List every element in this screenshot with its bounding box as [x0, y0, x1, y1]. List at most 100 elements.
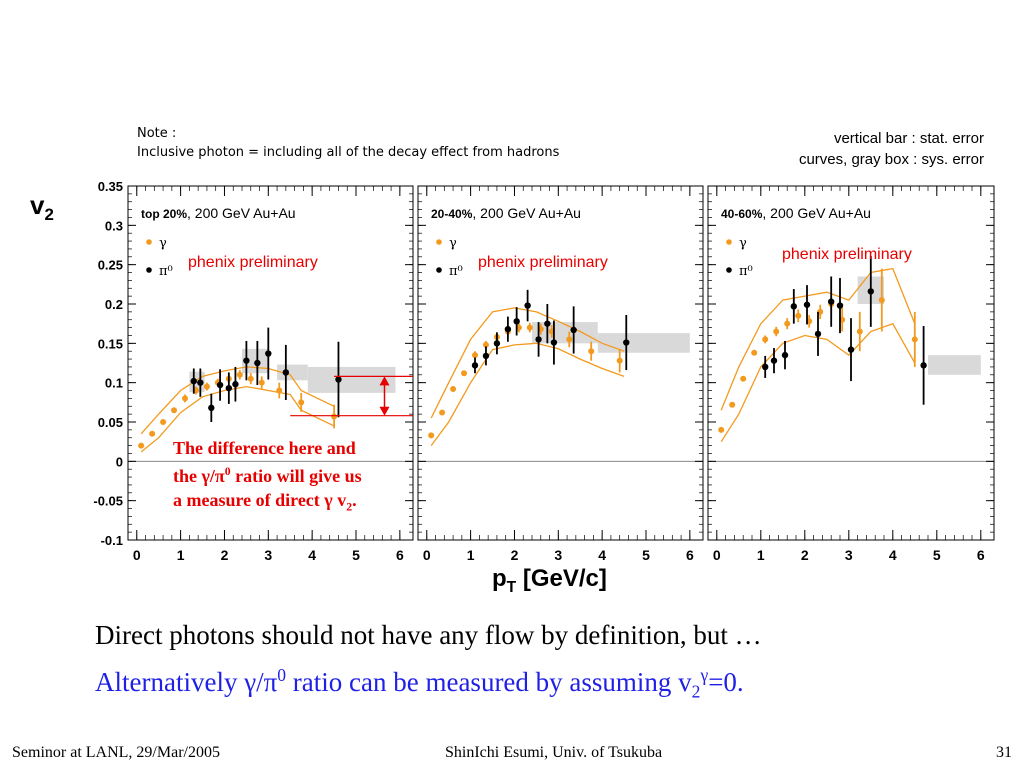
- callout-line-3: a measure of direct γ v2.: [173, 488, 362, 520]
- gamma-point: [450, 385, 457, 392]
- gamma-point: [298, 399, 305, 406]
- pi0-point: [920, 362, 927, 369]
- sys-error-box: [928, 355, 981, 375]
- sys-error-box: [597, 333, 690, 353]
- statement-line-2sup2: γ: [700, 665, 709, 685]
- legend-pi0-marker: [436, 267, 442, 273]
- legend-gamma-marker: [146, 239, 152, 245]
- statement-line-2: Alternatively γ/π0 ratio can be measured…: [95, 659, 744, 707]
- pi0-point: [197, 379, 204, 386]
- y-tick-label: 0.25: [98, 258, 123, 273]
- x-tick-label: 0: [713, 547, 721, 563]
- pi0-point: [762, 363, 769, 371]
- error-note-line-1: vertical bar : stat. error: [833, 130, 984, 147]
- pi0-point: [232, 381, 239, 388]
- pi0-point: [550, 339, 558, 346]
- gamma-point: [588, 348, 595, 355]
- gamma-point: [740, 375, 747, 382]
- pi0-point: [544, 320, 551, 327]
- gamma-point: [762, 336, 769, 343]
- pi0-point: [225, 384, 233, 392]
- phenix-preliminary-label: phenix preliminary: [782, 246, 912, 263]
- gamma-point: [472, 352, 478, 359]
- pi0-point: [282, 369, 290, 376]
- gamma-point: [182, 395, 188, 402]
- panel-centrality: 20-40%: [431, 207, 473, 221]
- x-tick-label: 0: [133, 547, 141, 563]
- panel-header: 40-60%, 200 GeV Au+Au: [721, 205, 871, 221]
- panel-system: , 200 GeV Au+Au: [187, 205, 296, 221]
- pi0-point: [790, 303, 797, 310]
- phenix-preliminary-label: phenix preliminary: [188, 254, 318, 271]
- pi0-point: [265, 350, 272, 357]
- gamma-point: [258, 379, 265, 386]
- pi0-point: [623, 339, 630, 346]
- legend-gamma-marker: [726, 239, 732, 245]
- legend-gamma-label: γ: [739, 236, 747, 251]
- statement-line-2a: Alternatively γ/π: [95, 667, 278, 697]
- legend-pi0-marker: [146, 267, 152, 273]
- x-tick-label: 2: [221, 547, 229, 563]
- footer-page-number: 31: [996, 744, 1012, 761]
- pi0-point: [471, 362, 479, 369]
- y-tick-label: -0.05: [93, 494, 123, 509]
- gamma-point: [276, 387, 283, 394]
- y-tick-label: 0.15: [98, 336, 123, 351]
- pi0-point: [254, 359, 261, 367]
- x-tick-label: 3: [554, 547, 562, 563]
- x-tick-label: 6: [977, 547, 985, 563]
- pi0-point: [493, 340, 501, 347]
- gamma-point: [773, 328, 780, 335]
- callout-line-3sub: 2: [346, 500, 353, 514]
- pi0-point: [781, 351, 789, 359]
- phenix-preliminary-label: phenix preliminary: [478, 254, 608, 271]
- sys-curve-lower: [430, 342, 625, 446]
- footer-venue: Seminor at LANL, 29/Mar/2005: [12, 744, 220, 761]
- y-tick-label: 0.35: [98, 179, 123, 194]
- legend-gamma-marker: [436, 239, 442, 245]
- callout-line-3b: .: [352, 490, 357, 510]
- gamma-point: [795, 312, 802, 319]
- x-tick-label: 1: [757, 547, 765, 563]
- x-tick-label: 1: [177, 547, 185, 563]
- panel-40-60: 0 1 2 3 4 5 6 40-60%, 200 GeV Au+Au γ π⁰ phenix pr…: [707, 185, 995, 563]
- pi0-point: [836, 302, 844, 309]
- gamma-point: [247, 375, 254, 382]
- y-tick-label: 0: [116, 454, 123, 469]
- pi0-point: [867, 288, 874, 295]
- callout-line-2sup: 0: [224, 465, 231, 478]
- gamma-point: [751, 349, 758, 356]
- sys-curve-upper: [430, 307, 625, 419]
- panel-centrality: top 20%: [141, 207, 187, 221]
- pi0-point: [814, 330, 822, 338]
- statement-line-2sup: 0: [277, 665, 287, 685]
- gamma-point: [856, 328, 863, 335]
- x-tick-label: 5: [352, 547, 360, 563]
- pi0-point: [570, 326, 577, 334]
- gamma-point: [461, 370, 468, 377]
- error-note-line-2: curves, gray box : sys. error: [798, 151, 984, 168]
- note-line-2: Inclusive photon = including all of the …: [137, 145, 560, 160]
- y-tick-label: 0.1: [105, 376, 123, 391]
- y-axis-title-v: v: [30, 190, 45, 220]
- gamma-point: [718, 426, 725, 433]
- pi0-point: [828, 298, 835, 305]
- gamma-point: [203, 383, 210, 390]
- x-tick-label: 6: [686, 547, 694, 563]
- pi0-point: [504, 325, 512, 333]
- pi0-point: [524, 302, 531, 309]
- note-line-1: Note :: [137, 126, 177, 141]
- callout-line-2b: ratio will give us: [230, 466, 362, 486]
- x-tick-label: 4: [308, 547, 316, 563]
- sys-error-box: [532, 322, 598, 344]
- panel-centrality: 40-60%: [721, 207, 763, 221]
- statement-line-2c: =0.: [708, 667, 744, 697]
- gamma-point: [911, 336, 918, 343]
- gamma-point: [526, 324, 533, 331]
- panel-header: top 20%, 200 GeV Au+Au: [141, 205, 296, 221]
- callout-line-3a: a measure of direct γ v: [173, 490, 347, 510]
- x-tick-label: 3: [845, 547, 853, 563]
- y-tick-label: 0.3: [105, 218, 123, 233]
- pi0-point: [216, 381, 224, 389]
